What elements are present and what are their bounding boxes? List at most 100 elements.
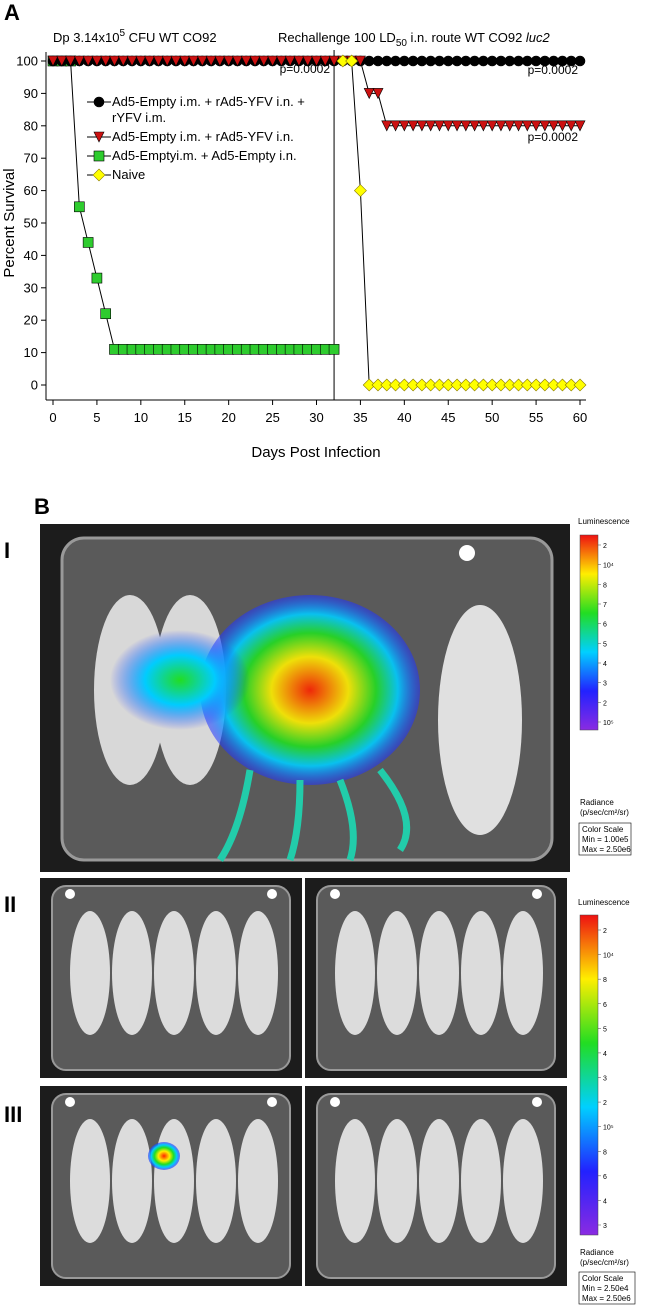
marker [93,150,105,162]
marker [468,378,482,392]
mouse [238,1119,278,1243]
x-tick-label: 60 [573,410,587,425]
mouse [419,1119,459,1243]
scale-tick-label: 3 [603,681,607,688]
scale-box-title: Color Scale [582,1274,624,1283]
glare [65,1097,75,1107]
x-tick-label: 10 [134,410,148,425]
scale-box [578,1271,636,1305]
scale-max: Max = 2.50e6 [582,845,631,854]
scale-tick-label: 4 [603,661,607,668]
legend: Ad5-Empty i.m. + rAd5-YFV i.n. + rYFV i.… [86,94,336,186]
marker [573,378,587,392]
scale-tick-label: 3 [603,1076,607,1083]
scale-unit: (p/sec/cm²/sr) [580,1258,629,1267]
mouse [419,911,459,1035]
glare [532,1097,542,1107]
mouse [335,911,375,1035]
scale-unit: (p/sec/cm²/sr) [580,808,629,817]
legend-item: Ad5-Emptyi.m. + Ad5-Empty i.n. [86,148,336,164]
row-label: III [4,1102,22,1127]
x-tick-label: 55 [529,410,543,425]
marker [336,54,350,68]
scale-tick-label: 2 [603,700,607,707]
marker [161,55,173,67]
scale-tick-label: 6 [603,1002,607,1009]
mouse [503,911,543,1035]
marker [548,120,560,132]
marker [512,378,525,392]
mouse [461,1119,501,1243]
panel-b: B I II III Luminescence Radiance (p/sec/… [4,494,636,1305]
panel-label: A [4,0,20,25]
marker [407,120,419,132]
legend-item: Naive [86,167,336,183]
glare [267,889,277,899]
marker [494,378,508,392]
y-tick-label: 70 [24,151,38,166]
legend-icon [87,96,111,108]
y-tick-label: 90 [24,86,38,101]
marker [93,131,105,143]
marker [293,55,305,67]
mouse [196,911,236,1035]
marker [179,55,191,67]
marker [442,120,454,132]
marker [574,120,586,132]
marker [416,120,428,132]
header-text: Dp 3.14x10 [53,30,120,45]
annotation: p=0.0002 [280,62,331,76]
mouse [438,605,522,835]
scale-tick-label: 4 [603,1198,607,1205]
scale-unit: Radiance [580,798,614,807]
marker [302,55,314,67]
marker [441,378,455,392]
header-italic: luc2 [526,30,551,45]
legend-label: Naive [112,167,146,182]
glare [65,889,75,899]
mouse [196,1119,236,1243]
scale-tick-label: 10⁴ [603,953,614,960]
scale-title: Luminescence [578,517,630,526]
y-axis-label: Percent Survival [1,168,18,277]
scale-tick-label: 10⁵ [603,1125,614,1132]
marker [353,184,367,198]
marker [152,55,164,67]
annotation: p=0.0002 [528,63,579,77]
marker [450,378,464,392]
scale-tick-label: 5 [603,1026,607,1033]
marker [520,378,534,392]
signal [148,1142,180,1170]
marker [539,120,551,132]
marker [74,201,85,213]
marker [144,55,156,67]
legend-icon [87,150,111,162]
marker [486,120,498,132]
marker [433,378,446,392]
marker [91,272,103,284]
color-scale: Luminescence Radiance (p/sec/cm²/sr) Col… [578,898,636,1305]
marker [267,55,279,67]
marker [82,237,94,248]
legend-item: Ad5-Empty i.m. + rAd5-YFV i.n. [86,129,336,145]
marker [240,55,252,67]
y-tick-label: 80 [24,118,38,133]
mouse [335,1119,375,1243]
signal [200,595,420,785]
mouse [503,1119,543,1243]
scale-max: Max = 2.50e6 [582,1294,631,1303]
marker [345,54,359,68]
scale-unit: Radiance [580,1248,614,1257]
marker [425,120,437,132]
marker [477,120,489,132]
x-tick-label: 35 [353,410,367,425]
header-sup: 5 [120,28,126,39]
header-right: Rechallenge 100 LD50 i.n. route WT CO92 … [278,30,551,49]
legend-icon [87,131,111,143]
scale-tick-label: 2 [603,543,607,550]
marker [380,378,394,392]
mouse [154,911,194,1035]
mouse [70,1119,110,1243]
x-tick-label: 15 [178,410,192,425]
scale-tick-label: 2 [603,1100,607,1107]
